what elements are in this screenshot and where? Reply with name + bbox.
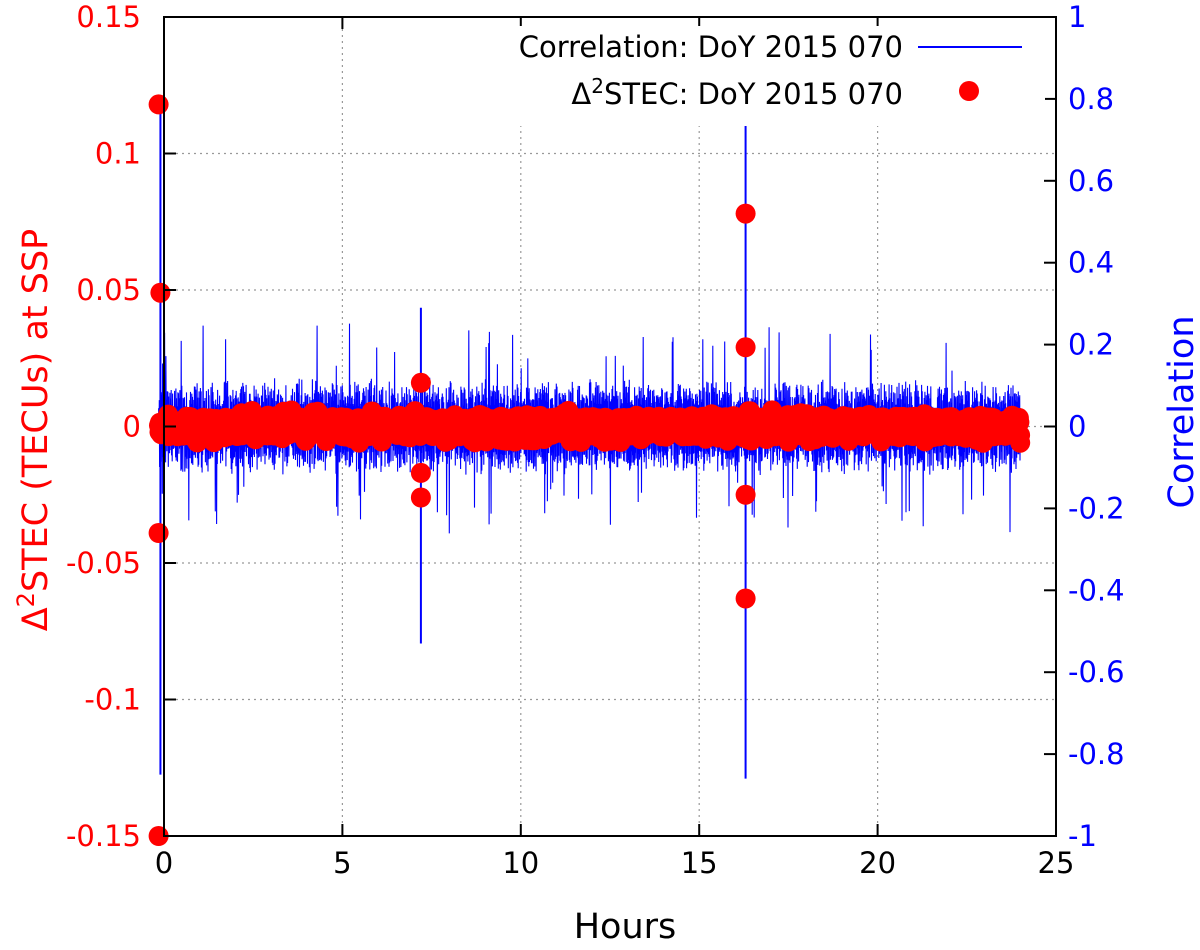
- d2stec-point: [271, 420, 292, 441]
- d2stec-point: [618, 425, 639, 446]
- d2stec-point: [593, 425, 614, 445]
- y-right-tick-label: 1: [1068, 0, 1086, 34]
- d2stec-point: [530, 419, 551, 440]
- legend-label-correlation: Correlation: DoY 2015 070: [519, 30, 903, 64]
- y-right-axis-title: Correlation: [1162, 316, 1200, 509]
- d2stec-point: [733, 409, 754, 430]
- d2stec-series: [148, 94, 1031, 846]
- d2stec-point: [435, 431, 456, 452]
- x-tick-label: 0: [155, 846, 173, 880]
- y-right-tick-label: 0.2: [1068, 328, 1114, 362]
- d2stec-outlier-point: [410, 372, 431, 393]
- d2stec-point: [905, 424, 926, 445]
- d2stec-point: [680, 407, 701, 428]
- y-left-tick-label: 0.1: [95, 137, 141, 171]
- d2stec-outlier-point: [150, 282, 171, 303]
- axis-ticks: [163, 16, 1057, 837]
- x-tick-label: 25: [1038, 846, 1075, 880]
- d2stec-point: [981, 420, 1002, 441]
- d2stec-point: [241, 416, 262, 437]
- y-right-tick-label: 0.4: [1068, 246, 1114, 280]
- d2stec-point: [792, 422, 813, 443]
- d2stec-point: [700, 417, 721, 438]
- y-right-tick-label: -1: [1068, 819, 1097, 853]
- d2stec-point: [359, 416, 380, 437]
- y-left-tick-label: -0.15: [66, 819, 141, 853]
- y-left-tick-label: 0.15: [76, 0, 141, 34]
- d2stec-outlier-point: [148, 523, 169, 543]
- d2stec-point: [184, 416, 205, 437]
- x-tick-label: 5: [333, 846, 351, 880]
- d2stec-outlier-point: [410, 462, 431, 483]
- d2stec-point: [295, 419, 316, 440]
- d2stec-point: [322, 422, 343, 443]
- legend-background: [460, 26, 1045, 126]
- d2stec-point: [961, 425, 982, 446]
- legend-label-d2stec: Δ2STEC: DoY 2015 070: [571, 74, 903, 111]
- x-tick-label: 20: [859, 846, 896, 880]
- x-tick-label: 15: [681, 846, 718, 880]
- d2stec-point: [497, 419, 518, 440]
- d2stec-point: [814, 423, 835, 444]
- d2stec-point: [1005, 416, 1026, 437]
- y-right-tick-label: -0.2: [1068, 491, 1125, 525]
- y-right-tick-label: -0.6: [1068, 655, 1125, 689]
- d2stec-point: [480, 415, 501, 436]
- y-right-tick-label: 0.8: [1068, 82, 1114, 116]
- d2stec-outlier-point: [410, 487, 431, 508]
- d2stec-outlier-point: [148, 94, 169, 115]
- d2stec-point: [392, 421, 412, 442]
- y-left-tick-label: -0.1: [84, 683, 141, 717]
- d2stec-point: [207, 411, 227, 432]
- d2stec-outlier-point: [735, 337, 756, 358]
- x-tick-label: 10: [502, 846, 539, 880]
- x-axis-title: Hours: [574, 907, 677, 945]
- d2stec-outlier-point: [735, 203, 756, 224]
- d2stec-point: [869, 425, 890, 446]
- d2stec-point: [663, 411, 684, 432]
- d2stec-point: [337, 416, 358, 437]
- y-left-tick-label: -0.05: [66, 546, 141, 580]
- y-right-tick-label: 0.6: [1068, 164, 1114, 198]
- d2stec-outlier-point: [735, 484, 756, 505]
- y-left-axis-title: Δ2STEC (TECUs) at SSP: [12, 229, 56, 632]
- y-left-tick-label: 0: [123, 410, 141, 444]
- legend: Correlation: DoY 2015 070 Δ2STEC: DoY 20…: [460, 26, 1045, 126]
- legend-swatch-d2stec: [959, 81, 979, 101]
- d2stec-point: [406, 412, 427, 433]
- y-right-tick-label: -0.4: [1068, 573, 1125, 607]
- d2stec-point: [763, 407, 783, 428]
- d2stec-point: [867, 410, 888, 431]
- d2stec-point: [553, 412, 574, 432]
- d2stec-point: [648, 420, 669, 441]
- y-right-tick-label: -0.8: [1068, 737, 1125, 771]
- d2stec-point: [931, 423, 951, 444]
- tick-labels: 0 5 10 15 20 25-0.15-0.1-0.0500.050.10.15-1-0…: [66, 0, 1125, 880]
- d2stec-outlier-point: [735, 588, 756, 609]
- y-left-tick-label: 0.05: [76, 273, 141, 307]
- y-right-tick-label: 0: [1068, 410, 1086, 444]
